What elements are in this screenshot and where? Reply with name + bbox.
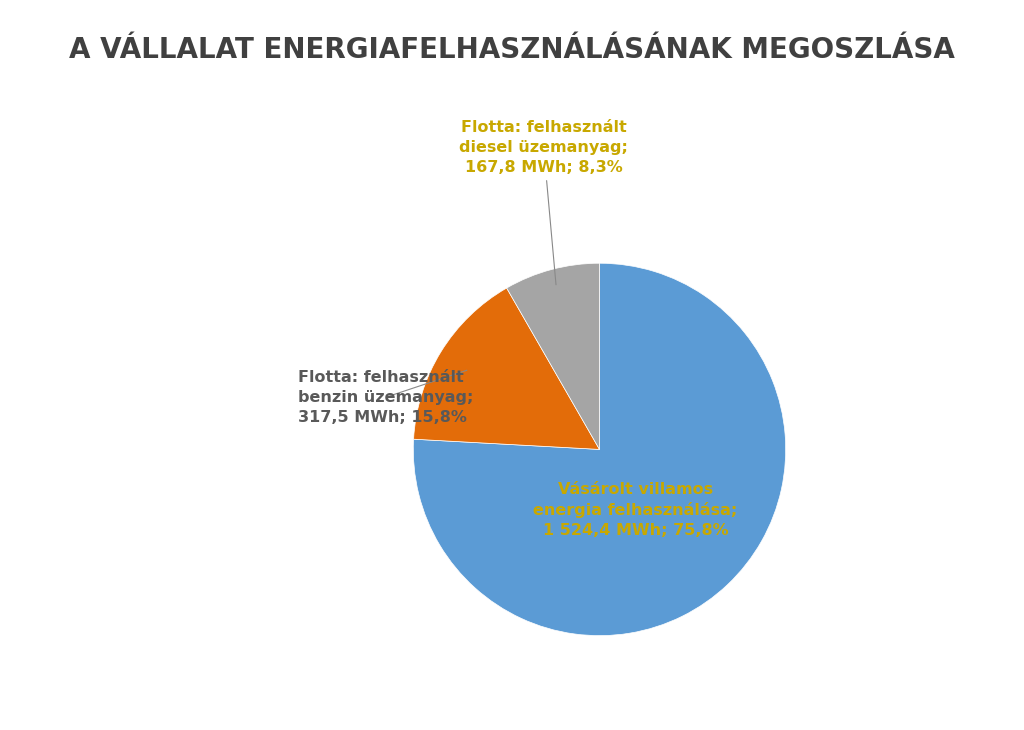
Text: Flotta: felhasznált
diesel üzemanyag;
167,8 MWh; 8,3%: Flotta: felhasznált diesel üzemanyag; 16… <box>459 120 628 285</box>
Wedge shape <box>507 264 599 450</box>
Wedge shape <box>414 264 785 636</box>
Text: Vásárolt villamos
energia felhasználása;
1 524,4 MWh; 75,8%: Vásárolt villamos energia felhasználása;… <box>534 482 737 537</box>
Text: A VÁLLALAT ENERGIAFELHASZNÁLÁSÁNAK MEGOSZLÁSA: A VÁLLALAT ENERGIAFELHASZNÁLÁSÁNAK MEGOS… <box>69 36 955 64</box>
Text: Flotta: felhasznált
benzin üzemanyag;
317,5 MWh; 15,8%: Flotta: felhasznált benzin üzemanyag; 31… <box>298 370 473 425</box>
Wedge shape <box>414 288 599 450</box>
